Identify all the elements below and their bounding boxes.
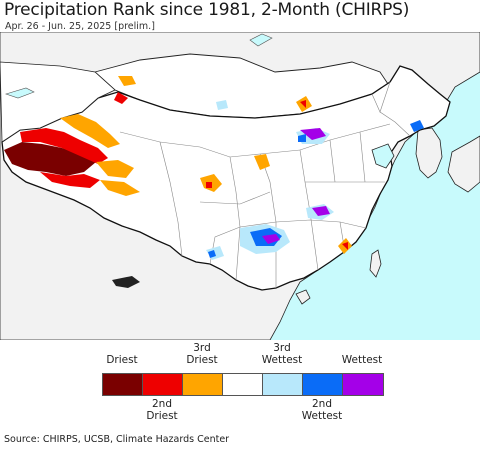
precipitation-map	[0, 32, 480, 340]
hainan-land	[295, 289, 311, 305]
map-title: Precipitation Rank since 1981, 2-Month (…	[4, 0, 410, 20]
japan-land	[447, 135, 480, 193]
swatch-wettest	[343, 374, 383, 395]
dry-anomalies	[4, 76, 352, 254]
bohai-sea	[371, 143, 395, 169]
central-asia-region	[0, 61, 116, 143]
china-region	[1, 65, 451, 291]
lake-balkhash	[5, 87, 35, 99]
legend: Driest 3rd Driest 3rd Wettest Wettest 2n…	[0, 340, 480, 430]
swatch-driest	[103, 374, 143, 395]
swatch-3rd-wettest	[263, 374, 303, 395]
swatch-2nd-wettest	[303, 374, 343, 395]
legend-label-2nd-driest: 2nd Driest	[146, 398, 178, 422]
legend-label-wettest: Wettest	[341, 354, 383, 366]
taiwan-land	[369, 249, 382, 278]
swatch-3rd-driest	[183, 374, 223, 395]
legend-label-3rd-driest: 3rd Driest	[186, 342, 218, 366]
map-subtitle: Apr. 26 - Jun. 25, 2025 [prelim.]	[5, 21, 155, 32]
legend-colorbar	[102, 373, 384, 396]
wet-anomalies	[206, 100, 424, 260]
source-credit: Source: CHIRPS, UCSB, Climate Hazards Ce…	[4, 434, 230, 445]
lake-baikal	[249, 33, 273, 47]
swatch-2nd-driest	[143, 374, 183, 395]
swatch-normal	[223, 374, 263, 395]
south-dark-marker	[112, 276, 140, 288]
legend-label-driest: Driest	[106, 354, 138, 366]
legend-label-2nd-wettest: 2nd Wettest	[301, 398, 343, 422]
legend-label-3rd-wettest: 3rd Wettest	[261, 342, 303, 366]
korea-land	[415, 127, 443, 179]
